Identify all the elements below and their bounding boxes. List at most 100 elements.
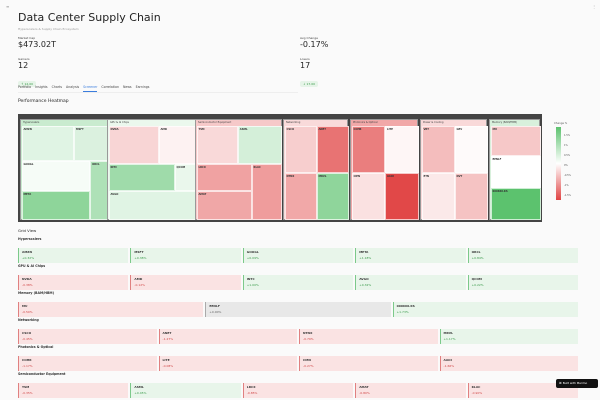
tile-ticker: GOOGL: [23, 162, 34, 166]
tab-news[interactable]: News: [122, 85, 132, 89]
stock-card[interactable]: INTC +1.00%: [242, 275, 354, 290]
treemap-group-label: Hyperscalers: [23, 121, 40, 124]
treemap-tile[interactable]: MRVL: [316, 173, 349, 220]
treemap-tile[interactable]: AVGO: [108, 190, 209, 220]
stock-card[interactable]: CSCO -0.45%: [18, 329, 157, 344]
treemap-tile[interactable]: TSM: [196, 126, 238, 164]
stock-card[interactable]: MSFT +0.38%: [130, 248, 241, 263]
stock-card[interactable]: 000660.KS +1.73%: [392, 302, 578, 317]
stock-card[interactable]: NVDA -0.38%: [18, 275, 129, 290]
treemap-group[interactable]: Memory (BAM/HBM) MU EENLF 000660.KS: [489, 119, 541, 220]
card-ticker: AVGO: [359, 277, 369, 281]
stock-card[interactable]: CIEN -0.27%: [299, 356, 438, 371]
treemap-tile[interactable]: ETN: [421, 173, 455, 220]
metric-delta: ↑ 12.00: [18, 81, 37, 87]
stock-card[interactable]: KLAC -0.90%: [467, 383, 578, 398]
treemap-tile[interactable]: NVT: [454, 173, 488, 220]
tab-portfolio[interactable]: Portfolio: [18, 85, 32, 89]
stock-card[interactable]: AMAT -0.80%: [355, 383, 466, 398]
card-change: -0.08%: [162, 364, 174, 368]
tab-correlation[interactable]: Correlation: [101, 85, 119, 89]
treemap-tile[interactable]: 000660.KS: [490, 188, 541, 220]
more-icon[interactable]: ⋮: [592, 4, 596, 9]
tab-insights[interactable]: Insights: [35, 85, 48, 89]
tab-analysis[interactable]: Analysis: [66, 85, 80, 89]
stock-card[interactable]: EENLF +0.00%: [205, 302, 391, 317]
treemap-group[interactable]: Networking CSCO ANET NTNX MRVL: [283, 119, 349, 220]
treemap-tile[interactable]: AMZN: [21, 126, 75, 161]
treemap-tile[interactable]: GEV: [454, 126, 488, 173]
treemap-tile[interactable]: KLAC: [251, 163, 283, 220]
stock-card[interactable]: NTNX -0.79%: [299, 329, 438, 344]
treemap-tile[interactable]: ANET: [316, 126, 349, 173]
card-ticker: CIEN: [303, 358, 311, 362]
tab-bar: Portfolio Insights Charts Analysis Screener C…: [18, 85, 149, 92]
stock-card[interactable]: MRVL +1.17%: [439, 329, 578, 344]
treemap-tile[interactable]: LRCX: [196, 163, 252, 191]
stock-card[interactable]: AAOI -1.66%: [439, 356, 578, 371]
treemap-tile[interactable]: CIEN: [351, 173, 385, 220]
treemap-tile[interactable]: CSCO: [284, 126, 317, 173]
card-change: -1.66%: [443, 364, 455, 368]
grid-section-label: Semiconductor Equipment: [18, 372, 66, 376]
stock-card[interactable]: AMD -0.12%: [130, 275, 241, 290]
treemap-tile[interactable]: AAOI: [385, 173, 419, 220]
stock-card[interactable]: ANET -1.27%: [158, 329, 297, 344]
card-change: -0.90%: [471, 391, 483, 395]
tab-charts[interactable]: Charts: [51, 85, 63, 89]
treemap-tile[interactable]: INTC: [108, 163, 175, 191]
card-change: -0.80%: [359, 391, 370, 395]
stock-card[interactable]: QCOM +0.22%: [467, 275, 578, 290]
treemap-tile[interactable]: VRT: [421, 126, 455, 173]
tile-ticker: LITE: [387, 128, 393, 131]
stock-card[interactable]: TSM -0.35%: [18, 383, 129, 398]
card-change: -0.79%: [303, 337, 314, 341]
treemap-tile[interactable]: COHR: [351, 126, 385, 173]
treemap-tile[interactable]: META: [21, 190, 91, 220]
card-change: -0.85%: [246, 391, 258, 395]
card-ticker: NVDA: [22, 277, 32, 281]
treemap-group[interactable]: Photonics & Optical COHR LITE CIEN AAOI: [350, 119, 419, 220]
stock-card[interactable]: GOOGL +0.09%: [242, 248, 354, 263]
tile-ticker: INTC: [110, 165, 118, 169]
tile-ticker: ORCL: [92, 162, 100, 166]
grid-section-label: Hyperscalers: [18, 237, 42, 241]
stock-card[interactable]: ORCL +0.84%: [467, 248, 578, 263]
treemap-group[interactable]: GPU & AI Chips NVDA AMD INTC QCOM AVGO: [107, 119, 209, 220]
tab-screener[interactable]: Screener: [83, 85, 98, 92]
tile-ticker: META: [23, 192, 32, 196]
treemap-tile[interactable]: ASML: [237, 126, 283, 164]
stock-card[interactable]: ASML +0.45%: [130, 383, 241, 398]
stock-card[interactable]: AVGO +0.32%: [355, 275, 466, 290]
stock-card[interactable]: MU -0.50%: [18, 302, 204, 317]
stock-card[interactable]: META +1.18%: [355, 248, 466, 263]
treemap-tile[interactable]: NVDA: [108, 126, 159, 164]
card-change: +1.73%: [396, 310, 409, 314]
stock-card[interactable]: LRCX -0.85%: [242, 383, 354, 398]
menu-icon[interactable]: ≡: [6, 4, 10, 9]
treemap-tile[interactable]: GOOGL: [21, 160, 91, 191]
card-ticker: MSFT: [134, 250, 144, 254]
card-change: +0.84%: [471, 256, 484, 260]
treemap-group-label: Memory (BAM/HBM): [492, 121, 518, 124]
treemap-tile[interactable]: LITE: [385, 126, 419, 173]
card-ticker: COHR: [22, 358, 32, 362]
tab-earnings[interactable]: Earnings: [135, 85, 150, 89]
treemap-tile[interactable]: EENLF: [490, 156, 541, 189]
treemap-group-label: Semiconductor Equipment: [198, 121, 232, 124]
stock-card[interactable]: LITE -0.08%: [158, 356, 297, 371]
card-change: -0.45%: [22, 337, 33, 341]
treemap-tile[interactable]: MU: [490, 126, 541, 157]
treemap-group-label: Power & Cooling: [423, 121, 444, 124]
stock-card[interactable]: AMZN +0.32%: [18, 248, 129, 263]
built-with-badge[interactable]: ⌘ Built with Marimo: [556, 379, 598, 388]
treemap-group[interactable]: Power & Cooling VRT GEV ETN NVT: [420, 119, 488, 220]
treemap[interactable]: Hyperscalers AMZN MSFT GOOGL ORCL META GPU & A…: [18, 114, 542, 222]
treemap-tile[interactable]: NTNX: [284, 173, 317, 220]
metric-label: Gainers: [18, 57, 30, 61]
card-ticker: CSCO: [22, 331, 32, 335]
treemap-tile[interactable]: AMAT: [196, 190, 252, 220]
card-change: +0.32%: [359, 283, 372, 287]
treemap-group[interactable]: Semiconductor Equipment TSM ASML LRCX KLAC AM…: [195, 119, 283, 220]
stock-card[interactable]: COHR -1.17%: [18, 356, 157, 371]
